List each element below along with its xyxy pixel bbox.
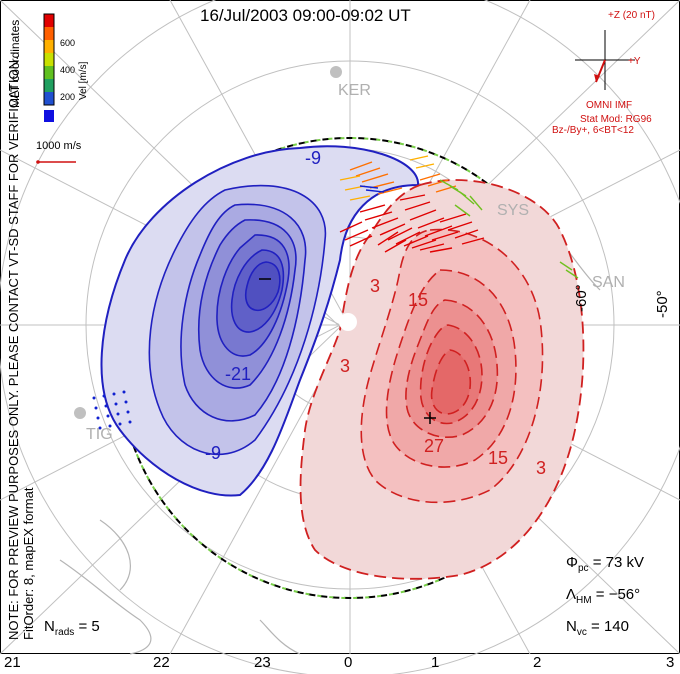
cross-polar-potential: Φpc = 73 kV	[566, 554, 644, 574]
imf-condition: Bz-/By+, 6<BT<12	[552, 125, 634, 136]
latitude-label-50: -50°	[654, 290, 671, 318]
velocity-scale-origin	[36, 160, 40, 164]
station-san: SAN	[592, 274, 625, 291]
colorbar-tick-200: 200	[60, 92, 76, 102]
preview-note-line2: FitOrder: 8, mapEX format	[21, 487, 36, 640]
potential-max-marker	[424, 412, 436, 424]
mlt-label-1: 1	[431, 654, 440, 671]
lambda-subscript: HM	[576, 595, 592, 606]
contour-label-pos-3-top: 3	[370, 276, 381, 296]
nvc-value: = 140	[591, 618, 629, 635]
phi-subscript: pc	[577, 563, 589, 574]
nvc-symbol: N	[566, 618, 577, 635]
vector-count: Nvc = 140	[566, 618, 629, 638]
contour-label-pos-15-right: 15	[488, 448, 509, 468]
map-title: 16/Jul/2003 09:00-09:02 UT	[200, 6, 411, 25]
positive-convection-cell	[299, 179, 585, 580]
imf-y-label: +Y	[628, 56, 641, 67]
velocity-vectors	[339, 155, 579, 279]
station-ker: KER	[338, 82, 371, 99]
station-tig: TIG	[86, 426, 113, 443]
nrads-subscript: rads	[54, 627, 75, 638]
imf-dial	[575, 30, 635, 90]
nrads-symbol: N	[44, 618, 55, 635]
preview-note: NOTE: FOR PREVIEW PURPOSES ONLY. PLEASE …	[6, 56, 36, 640]
velocity-scale-label: 1000 m/s	[36, 140, 82, 152]
contour-label-neg-9-top: -9	[305, 148, 322, 168]
station-ker-marker	[330, 66, 342, 78]
colorbar	[43, 13, 55, 122]
mlt-label-2: 2	[533, 654, 542, 671]
contour-label-neg-21: -21	[225, 364, 252, 384]
mlt-label-22: 22	[153, 654, 170, 671]
contour-label-pos-3-mid: 3	[340, 356, 351, 376]
mlt-label-3: 3	[666, 654, 675, 671]
preview-note-line1: NOTE: FOR PREVIEW PURPOSES ONLY. PLEASE …	[6, 56, 21, 640]
contour-label-pos-3-right: 3	[536, 458, 547, 478]
mlt-label-23: 23	[254, 654, 271, 671]
nrads-value: = 5	[78, 618, 100, 635]
colorbar-tick-400: 400	[60, 65, 76, 75]
station-sys: SYS	[497, 202, 530, 219]
radar-count: Nrads = 5	[44, 618, 100, 638]
mlt-label-0: 0	[344, 654, 353, 671]
latitude-label-60: -60°	[573, 284, 590, 312]
negative-convection-cell	[100, 145, 420, 497]
mlt-label-21: 21	[4, 654, 21, 671]
colorbar-tick-600: 600	[60, 38, 76, 48]
nvc-subscript: vc	[576, 627, 587, 638]
contour-label-pos-27: 27	[424, 436, 445, 456]
lambda-symbol: Λ	[566, 586, 577, 603]
contour-label-neg-9-bottom: -9	[205, 443, 222, 463]
contour-label-pos-15-top: 15	[408, 290, 429, 310]
colorbar-label: Vel [m/s]	[78, 61, 89, 100]
phi-value: = 73 kV	[592, 554, 644, 571]
imf-stat-mod: Stat Mod: RG96	[580, 114, 652, 125]
imf-title: OMNI IMF	[586, 100, 633, 111]
imf-header: +Z (20 nT)	[608, 10, 655, 21]
phi-symbol: Φ	[566, 554, 578, 571]
pole-gap	[339, 313, 357, 331]
station-tig-marker	[74, 407, 86, 419]
lambda-value: = −56°	[595, 586, 641, 603]
tig-vectors	[92, 390, 132, 430]
hm-latitude: ΛHM = −56°	[566, 586, 640, 606]
